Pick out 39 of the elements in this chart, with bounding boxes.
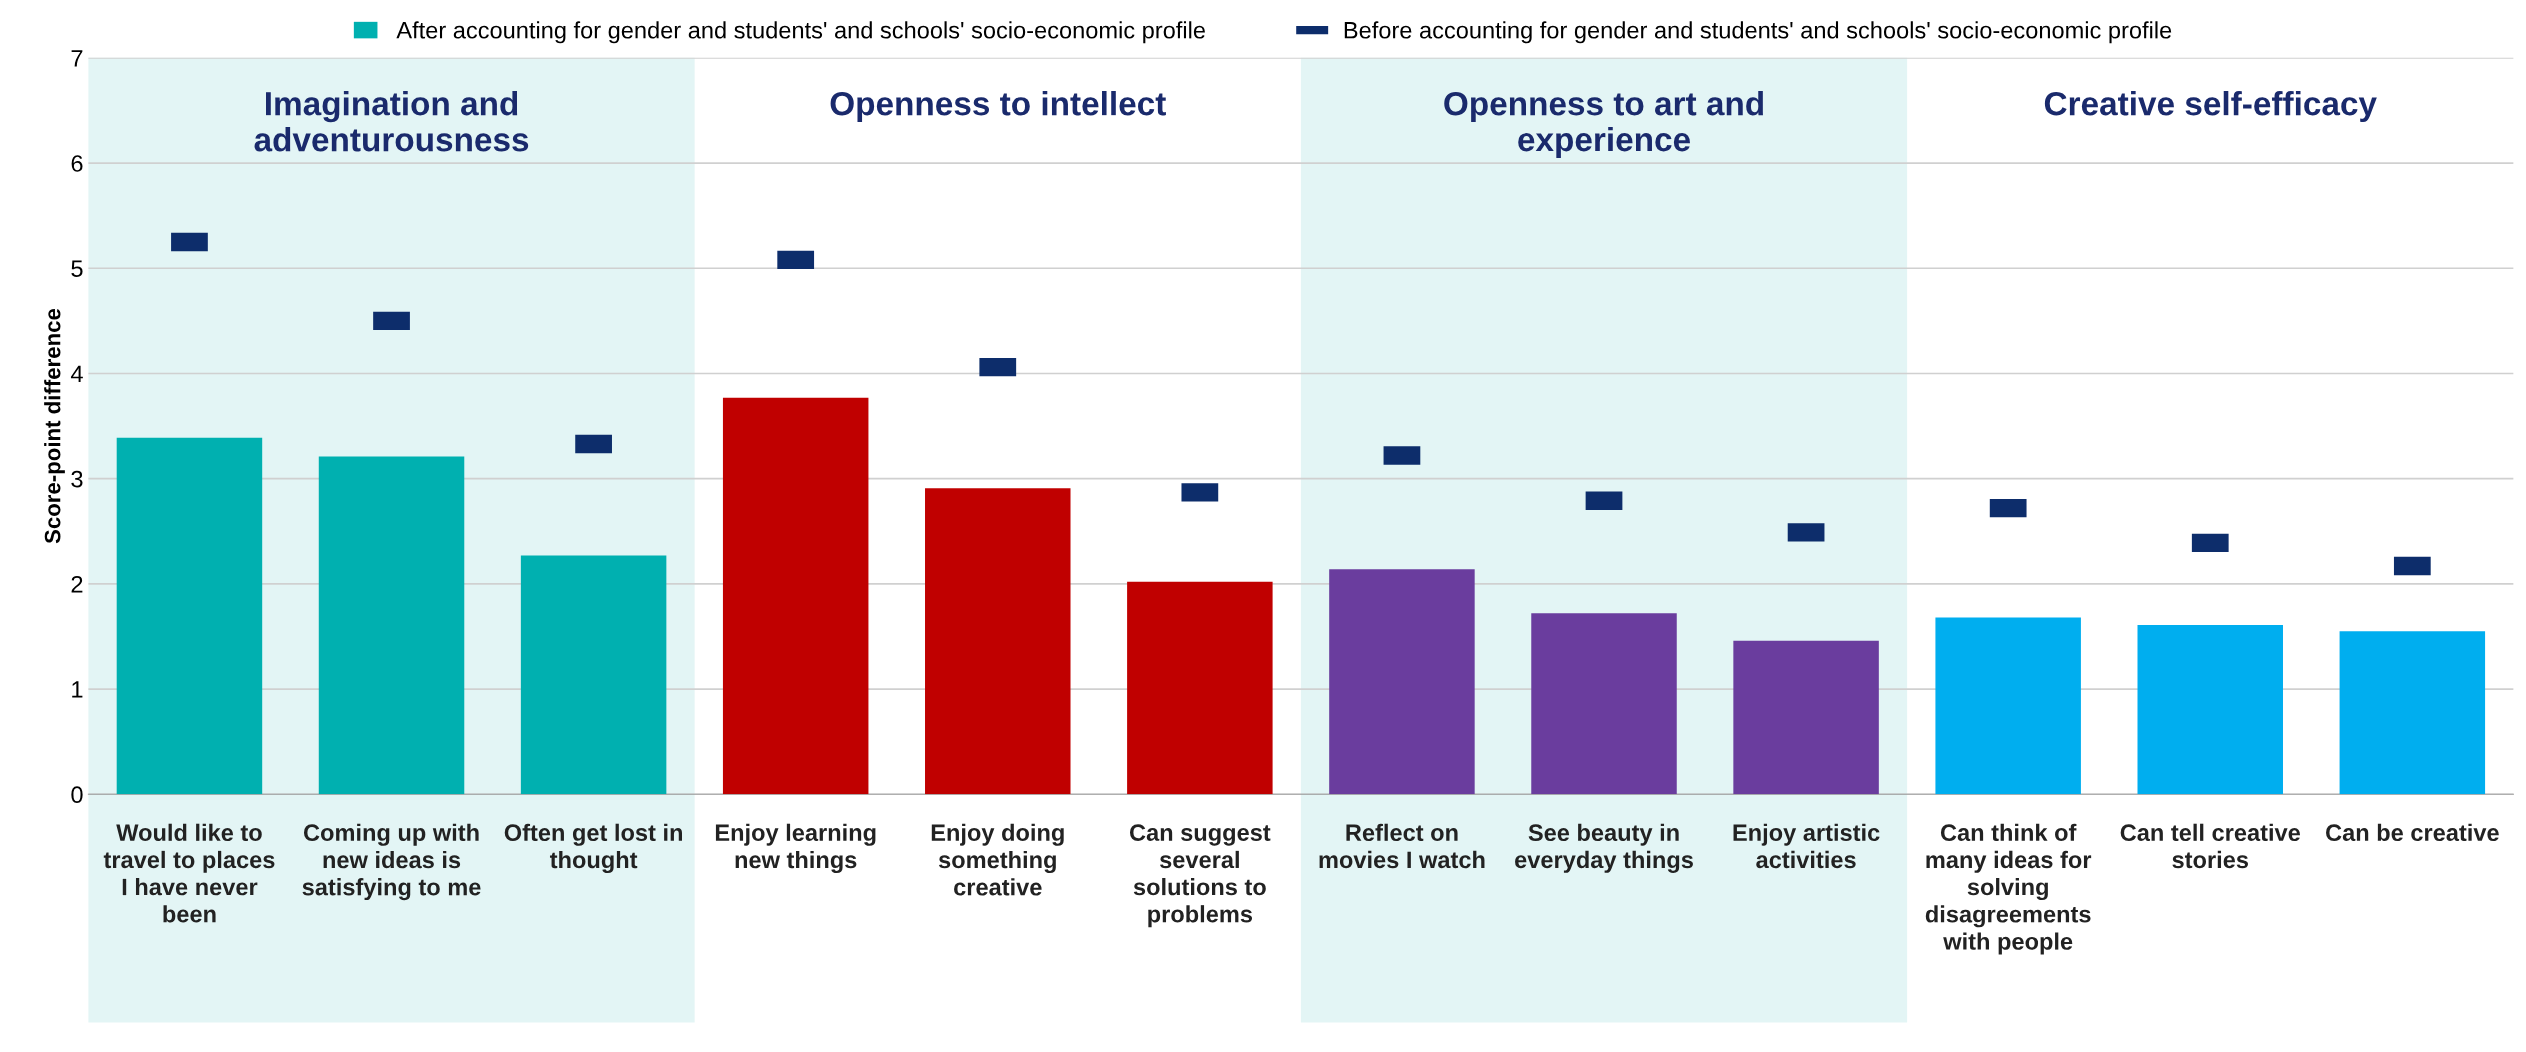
y-tick-label: 3 — [71, 470, 83, 488]
y-tick-label: 2 — [71, 575, 83, 593]
y-tick-label: 1 — [72, 681, 83, 698]
bar — [1733, 640, 1879, 795]
x-tick-label: Coming up with new ideas is satisfying to me — [302, 823, 481, 901]
x-tick-label: Can tell creative stories — [2120, 823, 2300, 869]
bar — [1127, 581, 1273, 795]
x-tick-label: Can suggest several solutions to problems — [1129, 824, 1271, 928]
annotation: Creative self-efficacy — [2044, 91, 2377, 123]
x-tick-label: Can think of many ideas for solving disagreements with people — [1925, 823, 2092, 955]
x-tick-label: Enjoy artistic activities — [1733, 823, 1880, 869]
bar — [1935, 617, 2081, 795]
annotation: Openness to intellect — [830, 91, 1166, 123]
x-tick-label: Would like to travel to places I have never been — [103, 823, 275, 923]
bar — [116, 437, 263, 795]
x-tick-label: Reflect on movies I watch — [1319, 823, 1485, 869]
legend-label: Before accounting for gender and students' and schools' socio-economic profile — [1344, 21, 2172, 44]
y-tick-label: 7 — [71, 50, 83, 67]
x-tick-label: Enjoy learning new things — [715, 823, 876, 874]
x-tick-label: Enjoy doing something creative — [931, 823, 1064, 896]
y-tick-label: 5 — [71, 260, 83, 278]
bar — [2339, 631, 2486, 795]
y-tick-label: 6 — [71, 155, 83, 172]
x-tick-label: See beauty in everyday things — [1515, 823, 1693, 873]
y-tick-label: 0 — [71, 786, 83, 804]
bar — [520, 555, 667, 795]
y-tick-label: 4 — [70, 365, 83, 383]
x-tick-label: Can be creative — [2326, 823, 2499, 842]
bar — [925, 488, 1071, 795]
y-axis-title: Score-point difference — [44, 308, 65, 544]
annotation: Imagination and adventurousness — [254, 91, 529, 152]
bar — [1531, 613, 1677, 795]
legend-label: After accounting for gender and students' and schools' socio-economic profile — [396, 21, 1205, 44]
bar — [2137, 624, 2283, 795]
bar — [722, 397, 869, 795]
bar — [1329, 569, 1475, 795]
annotation: Openness to art and experience — [1444, 91, 1763, 158]
bar — [318, 456, 465, 795]
x-tick-label: Often get lost in thought — [504, 823, 683, 874]
